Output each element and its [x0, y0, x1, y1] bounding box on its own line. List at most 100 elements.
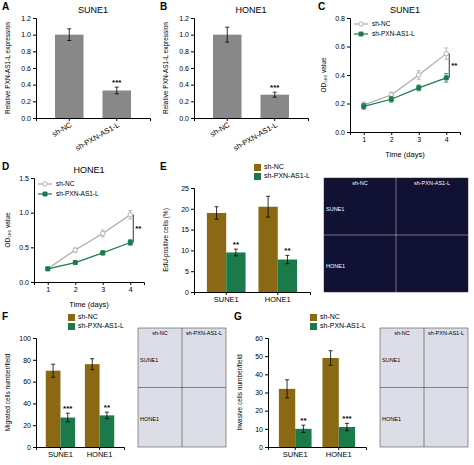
x-axis-tick-mark [130, 282, 131, 285]
line [48, 242, 131, 268]
x-axis-tick-label: 4 [129, 286, 133, 293]
image-panel: sh-NCsh-PXN-AS1-LSUNE1HONE1 [138, 328, 226, 447]
y-axis-title: OD₅₀₀ value [320, 57, 327, 92]
y-axis-tick: 1.2 [179, 15, 194, 22]
marks [207, 196, 297, 292]
y-axis-tick: 20 [255, 407, 268, 414]
x-axis-tick: sh-PXN-AS1-L [232, 118, 279, 153]
panel-label: F [2, 311, 8, 322]
y-axis-tick-label: 0.4 [21, 81, 31, 88]
y-axis-tick-mark [31, 178, 34, 179]
significance-label: ** [233, 240, 240, 249]
y-axis-tick-mark [265, 411, 268, 412]
y-axis-tick-label: 0 [27, 444, 31, 451]
y-axis-tick-label: 0.4 [179, 81, 189, 88]
y-axis-tick-mark [265, 393, 268, 394]
x-axis-tick-mark [75, 282, 76, 285]
y-axis-tick-mark [347, 18, 350, 19]
marker [128, 240, 132, 244]
divider [182, 328, 183, 447]
x-axis-tick: 4 [129, 282, 133, 293]
legend: sh-NCsh-PXN-AS1-L [68, 313, 124, 330]
error-bar [285, 380, 289, 398]
y-axis-tick: 5 [185, 268, 194, 275]
row-label: HONE1 [382, 416, 401, 422]
error-bar [301, 425, 305, 432]
y-axis-tick-mark [191, 85, 194, 86]
marks [55, 29, 131, 118]
legend-item: sh-NC [354, 20, 391, 27]
y-axis-tick-mark [347, 47, 350, 48]
significance-label: *** [112, 78, 122, 87]
bar [85, 364, 100, 447]
x-axis-tick-mark [48, 282, 49, 285]
legend-swatch [68, 314, 75, 321]
x-axis-tick: HONE1 [326, 447, 352, 459]
x-axis-tick: sh-NC [50, 118, 73, 139]
x-axis-tick-mark [446, 132, 447, 135]
y-axis-title: Relative PXN-AS1-L expression [4, 22, 12, 114]
legend-label: sh-NC [264, 163, 284, 170]
image-placeholder [324, 178, 468, 292]
y-axis-tick-label: 0.0 [19, 279, 29, 286]
divider [396, 178, 397, 292]
marks [279, 351, 355, 447]
error-bar [90, 359, 94, 370]
y-axis-tick-label: 20 [181, 206, 189, 213]
y-axis-tick: 10 [181, 247, 194, 254]
x-axis: 1234 [35, 282, 145, 293]
y-axis-line [191, 19, 195, 119]
x-axis-tick-mark [103, 282, 104, 285]
marks [46, 359, 114, 447]
x-axis-tick: 1 [362, 132, 366, 143]
marker [100, 231, 105, 236]
y-axis-tick-mark [265, 356, 268, 357]
y-axis-tick-label: 100 [19, 335, 31, 342]
title: HONE1 [235, 5, 266, 15]
y-axis-tick-mark [33, 447, 36, 448]
bar [278, 260, 297, 292]
x-axis-tick-mark [419, 132, 420, 135]
error-bar [417, 85, 421, 91]
legend-swatch [254, 164, 261, 171]
y-axis-tick-label: 20 [23, 422, 31, 429]
legend: sh-NCsh-PXN-AS1-L [354, 20, 415, 37]
panel-label: E [160, 161, 167, 172]
y-axis-tick-label: 1.0 [21, 31, 31, 38]
error-bar [101, 230, 105, 237]
error-bar [51, 364, 55, 377]
x-axis-tick-label: 1 [46, 286, 50, 293]
x-axis-title: Time (days) [69, 300, 109, 309]
error-bar [46, 267, 50, 270]
y-axis-title: Invasive cells number/field [236, 354, 243, 431]
y-axis-tick-mark [191, 250, 194, 251]
x-axis-tick: SUNE1 [283, 447, 308, 459]
y-axis-title: EdU-positive cells (%) [162, 208, 170, 272]
significance-label: ** [451, 61, 458, 70]
x-axis-tick: HONE1 [265, 292, 291, 304]
y-axis-tick: 80 [23, 357, 36, 364]
y-axis-tick: 60 [255, 335, 268, 342]
error-bar [128, 240, 132, 246]
legend-item: sh-PXN-AS1-L [310, 322, 366, 330]
legend-item: sh-PXN-AS1-L [38, 190, 99, 197]
y-axis-tick-mark [191, 230, 194, 231]
legend-label: sh-PXN-AS1-L [78, 322, 124, 329]
x-axis-tick: 1 [46, 282, 50, 293]
y-axis-tick-mark [33, 68, 36, 69]
line [364, 78, 447, 107]
y-axis-tick-label: 30 [255, 389, 263, 396]
y-axis-tick-label: 60 [23, 378, 31, 385]
marker [444, 51, 449, 56]
x-axis-tick: 3 [101, 282, 105, 293]
legend: sh-NCsh-PXN-AS1-L [310, 313, 366, 330]
panel: ****0510152025SUNE1HONE1 [181, 185, 310, 305]
x-axis-tick: sh-PXN-AS1-L [74, 118, 121, 153]
y-axis-line [191, 189, 195, 293]
column-label: sh-NC [352, 180, 368, 186]
x-axis-tick-label: 4 [445, 136, 449, 143]
x-axis-tick-label: sh-PXN-AS1-L [232, 120, 279, 152]
y-axis-tick: 40 [255, 371, 268, 378]
panel: **0.00.20.40.60.81234sh-NCsh-PXN-AS1-L [335, 15, 460, 143]
y-axis-tick: 0.0 [179, 115, 194, 122]
